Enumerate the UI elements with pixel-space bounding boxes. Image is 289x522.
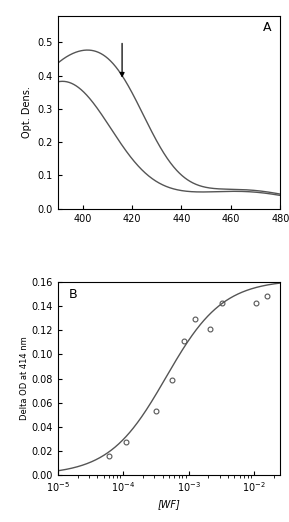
- Y-axis label: Opt. Dens.: Opt. Dens.: [22, 86, 32, 138]
- Text: A: A: [262, 21, 271, 34]
- Y-axis label: Delta OD at 414 nm: Delta OD at 414 nm: [20, 337, 29, 420]
- X-axis label: [WF]: [WF]: [158, 499, 180, 509]
- Text: B: B: [69, 288, 77, 301]
